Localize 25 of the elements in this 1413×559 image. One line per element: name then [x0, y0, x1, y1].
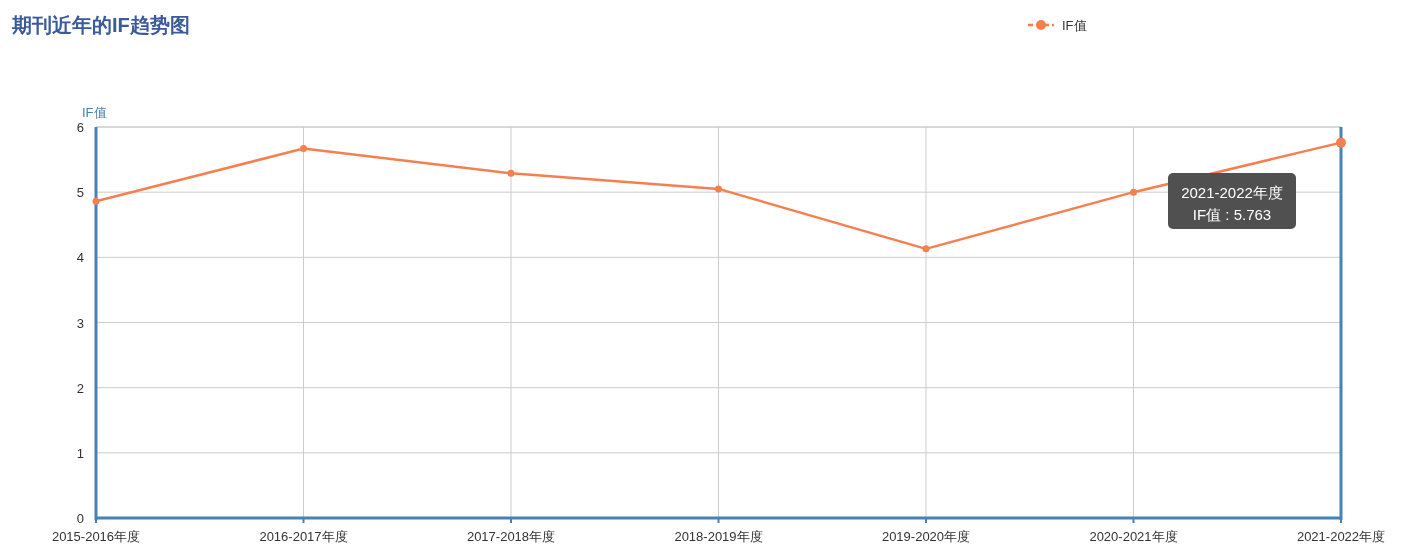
x-tick-label: 2015-2016年度	[51, 529, 141, 544]
y-tick-label: 6	[76, 120, 84, 135]
legend-label: IF值	[1062, 18, 1087, 33]
y-tick-label: 2	[76, 380, 84, 396]
point	[92, 197, 100, 205]
point	[507, 169, 515, 177]
point	[715, 185, 722, 193]
y-tick-label: 3	[76, 315, 84, 331]
y-tick-label: 1	[76, 445, 84, 461]
y-tick-label: 4	[76, 250, 84, 266]
y-tick-label: 5	[76, 185, 84, 201]
x-tick-label: 2016-2017年度	[259, 529, 348, 544]
x-tick-label: 2018-2019年度	[674, 529, 763, 544]
x-tick-label: 2020-2021年度	[1089, 529, 1178, 544]
x-tick-label: 2017-2018年度	[466, 529, 556, 544]
x-tick-label: 2021-2022年度	[1296, 529, 1386, 544]
point	[1130, 188, 1137, 196]
point	[922, 245, 930, 253]
y-axis-title: IF值	[82, 105, 107, 120]
point	[1336, 137, 1346, 148]
annotation: 2021-2022年度 IF值 : 5.763	[1181, 184, 1283, 223]
x-tick-label: 2019-2020年度	[881, 529, 971, 544]
y-tick-label: 0	[76, 511, 84, 526]
point	[300, 145, 307, 153]
chart-title: 期刊近年的IF趋势图	[11, 14, 190, 36]
